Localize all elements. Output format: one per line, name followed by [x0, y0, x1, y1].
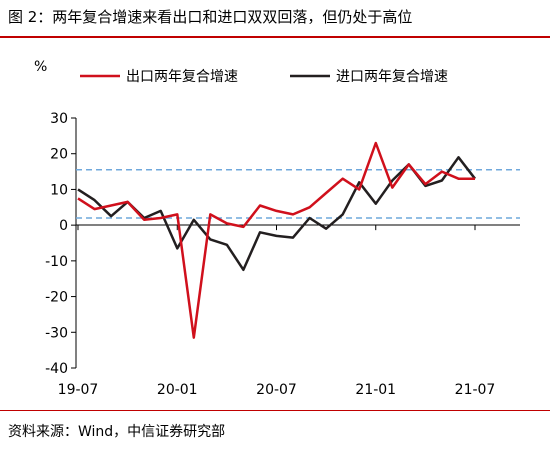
y-tick-label: 0 — [59, 218, 68, 234]
y-tick-label: -30 — [45, 325, 68, 341]
y-axis-ticks: 30 20 10 0 -10 -20 -30 -40 — [45, 111, 76, 377]
x-tick-label: 20-01 — [157, 382, 198, 398]
series-lines — [77, 141, 476, 339]
x-tick-label: 21-07 — [455, 382, 496, 398]
y-axis-unit-label: % — [34, 59, 47, 75]
y-tick-label: -40 — [45, 361, 68, 377]
x-tick-label: 20-07 — [256, 382, 297, 398]
figure-title: 图 2：两年复合增速来看出口和进口双双回落，但仍处于高位 — [8, 8, 413, 26]
source-note: 资料来源：Wind，中信证券研究部 — [8, 424, 226, 440]
y-tick-label: 30 — [50, 111, 68, 127]
y-tick-label: -20 — [45, 290, 68, 306]
x-axis-ticks: 19-07 20-01 20-07 21-01 21-07 — [58, 225, 496, 398]
legend-label-import: 进口两年复合增速 — [336, 68, 448, 85]
y-tick-label: 20 — [50, 147, 68, 163]
source-divider — [0, 410, 550, 411]
series-line-export — [77, 141, 475, 339]
y-tick-label: 10 — [50, 182, 68, 198]
chart-legend: 出口两年复合增速 进口两年复合增速 — [80, 68, 448, 85]
legend-label-export: 出口两年复合增速 — [126, 68, 238, 85]
x-tick-label: 19-07 — [58, 382, 99, 398]
y-tick-label: -10 — [45, 254, 68, 270]
x-tick-label: 21-01 — [355, 382, 396, 398]
title-divider — [0, 36, 550, 38]
